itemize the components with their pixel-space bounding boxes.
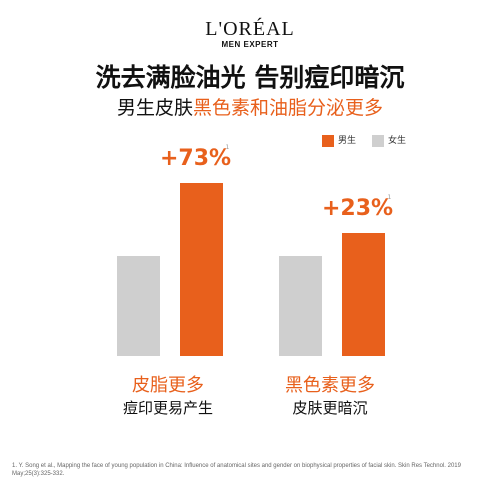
legend-male-label: 男生 [338, 136, 357, 146]
category-sublabel-1: 皮肤更暗沉 [292, 399, 367, 417]
bar-male-1 [342, 233, 385, 356]
bar-female-1 [279, 256, 322, 356]
bar-male-0 [180, 183, 223, 356]
category-label-0: 皮脂更多 [132, 375, 204, 396]
headline: 洗去满脸油光 告别痘印暗沉 [95, 63, 405, 92]
legend-female-label: 女生 [388, 136, 407, 146]
category-label-1: 黑色素更多 [285, 375, 375, 396]
annotation-1: +23% [322, 196, 393, 221]
category-sublabel-0: 痘印更易产生 [123, 399, 213, 417]
reference-footnote: 1. Y. Song et al., Mapping the face of y… [12, 463, 461, 477]
annotation-footnote-0: 1 [226, 144, 230, 151]
subheadline: 男生皮肤黑色素和油脂分泌更多 [0, 93, 500, 120]
brand-logo: L'ORÉAL [205, 18, 295, 40]
annotation-0: +73% [160, 146, 231, 171]
legend-male: 男生 [322, 133, 356, 147]
bar-female-0 [117, 256, 160, 356]
legend-female: 女生 [372, 133, 406, 147]
annotation-footnote-1: 1 [388, 194, 392, 201]
legend-male-swatch [322, 134, 334, 147]
subheadline-dark: 男生皮肤 [116, 97, 193, 119]
legend-female-swatch [372, 134, 384, 147]
subheadline-accent: 黑色素和油脂分泌更多 [193, 97, 384, 119]
brand-subtitle: MEN EXPERT [221, 40, 279, 49]
